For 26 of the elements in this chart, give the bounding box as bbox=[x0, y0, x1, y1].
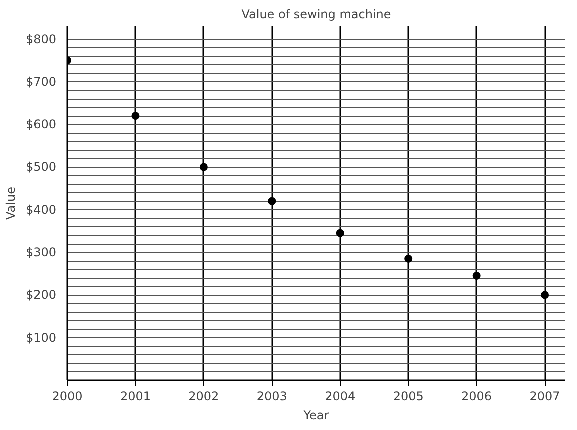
y-tick-label: $700 bbox=[26, 74, 57, 89]
point bbox=[132, 112, 140, 120]
point bbox=[268, 197, 276, 206]
x-tick-label: 2005 bbox=[393, 390, 424, 404]
point bbox=[472, 272, 481, 280]
y-tick-label: $400 bbox=[26, 202, 57, 217]
x-tick-label: 2003 bbox=[256, 390, 288, 404]
x-tick-label: 2001 bbox=[120, 390, 151, 404]
point bbox=[404, 254, 413, 263]
y-axis-title: Value bbox=[4, 187, 18, 220]
y-tick-label: $300 bbox=[26, 246, 57, 260]
y-tick-label: $200 bbox=[26, 288, 57, 302]
x-tick-label: 2006 bbox=[462, 390, 492, 404]
y-tick-label: $600 bbox=[26, 118, 57, 132]
chart-title: Value of sewing machine bbox=[242, 8, 392, 22]
y-tick-label: $100 bbox=[26, 330, 57, 345]
x-axis-title: Year bbox=[302, 408, 330, 422]
x-tick-label: 2000 bbox=[52, 390, 83, 404]
x-tick-label: 2007 bbox=[530, 390, 560, 404]
y-tick-label: $500 bbox=[26, 160, 57, 174]
point bbox=[541, 291, 550, 300]
x-tick-label: 2002 bbox=[188, 390, 220, 404]
point bbox=[336, 229, 344, 238]
point bbox=[200, 163, 208, 172]
y-tick-label: $800 bbox=[26, 32, 57, 46]
x-tick-label: 2004 bbox=[325, 390, 356, 404]
